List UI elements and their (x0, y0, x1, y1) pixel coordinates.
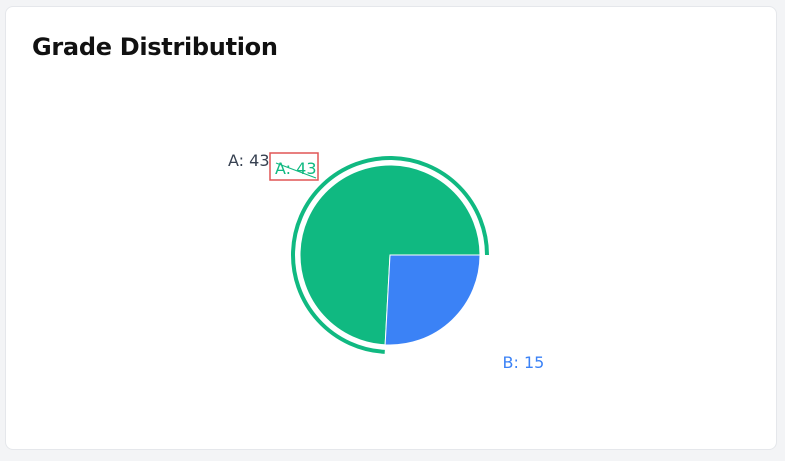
tooltip-box (269, 152, 319, 181)
slice-tooltip: A: 43 (269, 152, 319, 181)
chart-title: Grade Distribution (32, 33, 278, 61)
slice-label-a: A: 43 (228, 151, 270, 170)
tooltip-connector-line (275, 162, 317, 179)
active-slice-ring (291, 156, 489, 354)
tooltip-text: A: 43 (275, 159, 317, 178)
slice-label-b: B: 15 (503, 353, 545, 372)
pie-slice-b[interactable] (384, 254, 481, 346)
